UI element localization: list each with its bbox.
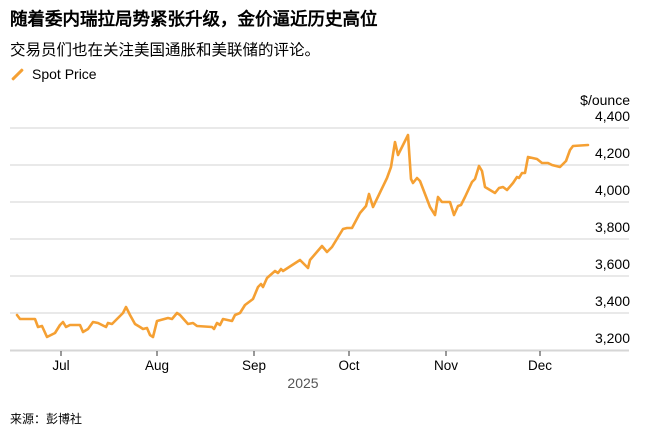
y-tick-label: 4,200 <box>594 145 630 161</box>
legend: Spot Price <box>10 66 97 82</box>
x-tick-label: Dec <box>527 358 553 373</box>
x-axis-year: 2025 <box>287 375 319 391</box>
chart-subtitle: 交易员们也在关注美国通胀和美联储的评论。 <box>10 41 321 59</box>
y-tick-label: 3,400 <box>594 293 630 309</box>
source-note: 来源：彭博社 <box>10 412 83 426</box>
legend-label: Spot Price <box>32 66 97 82</box>
x-tick-label: Aug <box>144 358 170 373</box>
chart-title: 随着委内瑞拉局势紧张升级，金价逼近历史高位 <box>10 10 378 30</box>
y-axis-unit: $/ounce <box>580 92 630 108</box>
x-tick-label: Nov <box>433 358 459 373</box>
x-tick-label: Oct <box>338 358 360 373</box>
gridlines <box>10 127 629 314</box>
y-tick-label: 3,200 <box>594 330 630 346</box>
spot-price-line <box>15 133 590 339</box>
y-tick-label: 4,000 <box>594 182 630 198</box>
x-tick-label: Jul <box>52 358 70 373</box>
y-tick-label: 3,800 <box>594 219 630 235</box>
x-tick-label: Sep <box>241 358 267 373</box>
y-tick-label: 3,600 <box>594 256 630 272</box>
y-tick-label: 4,400 <box>594 108 630 124</box>
x-axis-ticks <box>60 351 541 356</box>
